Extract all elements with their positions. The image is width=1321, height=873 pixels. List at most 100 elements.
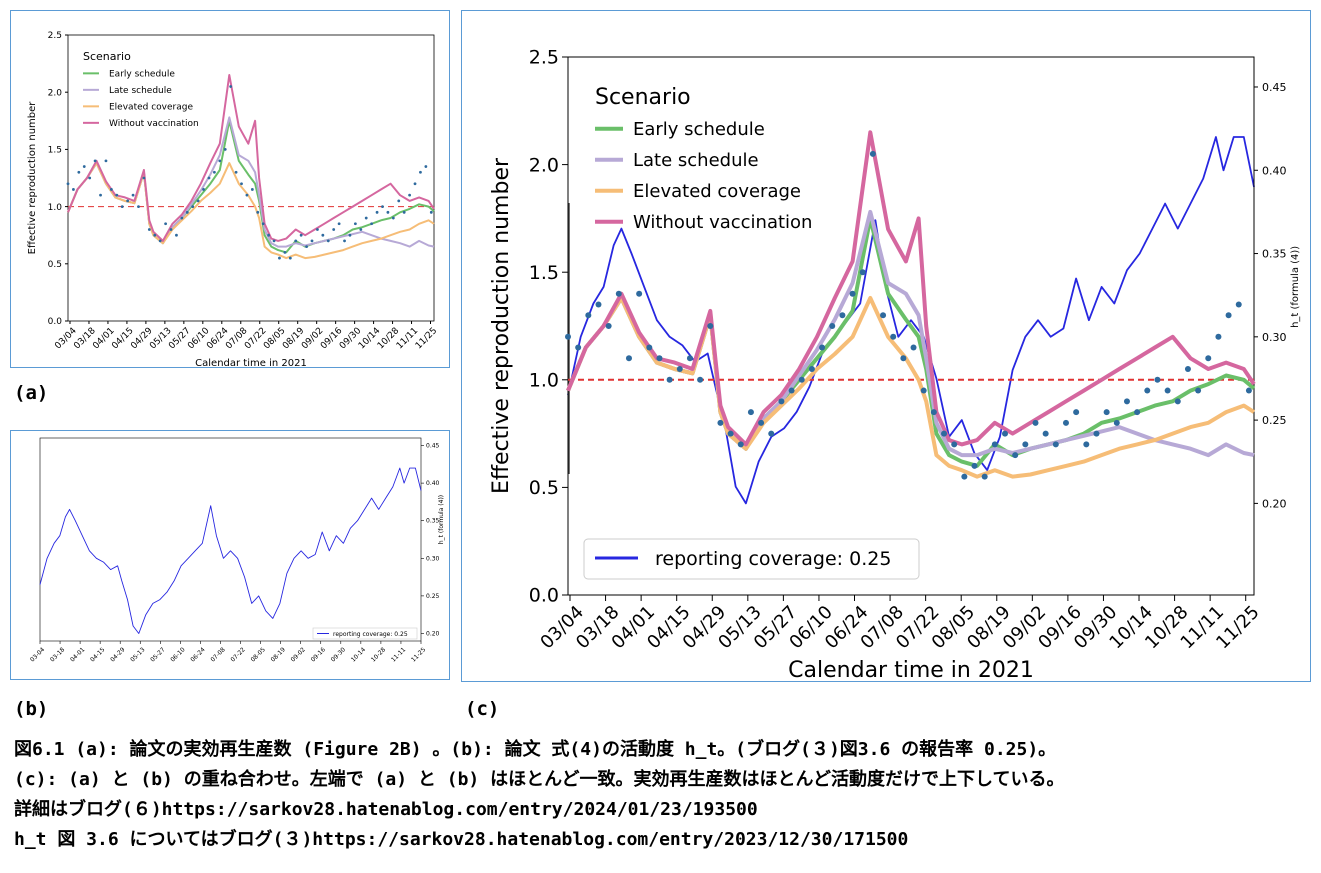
- scatter-point: [697, 377, 703, 383]
- legend-label: Elevated coverage: [633, 181, 801, 202]
- scatter-point: [240, 182, 243, 185]
- scatter-point: [1226, 312, 1232, 318]
- scatter-point: [1236, 301, 1242, 307]
- x-tick-label: 08-05: [250, 646, 267, 663]
- x-tick-label: 09-30: [330, 646, 347, 663]
- scatter-point: [143, 177, 146, 180]
- scatter-point: [424, 165, 427, 168]
- scatter-point: [343, 240, 346, 243]
- plot-frame: [40, 438, 421, 641]
- scatter-point: [262, 222, 265, 225]
- y-tick-label: 1.0: [529, 369, 559, 391]
- scatter-point: [1114, 420, 1120, 426]
- scatter-point: [677, 366, 683, 372]
- scatter-point: [992, 441, 998, 447]
- panel-a-label: (a): [14, 382, 48, 404]
- y-tick-label: 0.40: [426, 480, 440, 487]
- x-tick-label: 09-16: [310, 646, 327, 663]
- scatter-point: [819, 345, 825, 351]
- scatter-point: [381, 205, 384, 208]
- x-tick-label: 10-14: [350, 646, 367, 663]
- legend-label: Early schedule: [109, 70, 175, 80]
- y-tick-label-right: 0.20: [1262, 497, 1287, 510]
- scatter-point: [900, 355, 906, 361]
- scatter-point: [911, 345, 917, 351]
- legend2-label: reporting coverage: 0.25: [655, 548, 891, 570]
- scatter-point: [300, 234, 303, 237]
- scatter-point: [365, 217, 368, 220]
- legend-label: Early schedule: [633, 119, 765, 140]
- scatter-point: [636, 291, 642, 297]
- scatter-point: [137, 205, 140, 208]
- legend-title: Scenario: [83, 50, 131, 63]
- scatter-point: [191, 205, 194, 208]
- scatter-point: [626, 355, 632, 361]
- scatter-point: [1012, 452, 1018, 458]
- scatter-point: [148, 228, 151, 231]
- scatter-point: [1185, 366, 1191, 372]
- scatter-point: [1165, 388, 1171, 394]
- scatter-point: [646, 345, 652, 351]
- scatter-point: [294, 240, 297, 243]
- scatter-point: [687, 355, 693, 361]
- scatter-point: [585, 312, 591, 318]
- caption-line: 図6.1 (a): 論文の実効再生産数 (Figure 2B) 。(b): 論文…: [14, 735, 1314, 765]
- scatter-point: [931, 409, 937, 415]
- chart-c: 0.00.51.01.52.02.503/0403/1804/0104/1504…: [462, 11, 1310, 681]
- scatter-point: [213, 171, 216, 174]
- scatter-point: [376, 211, 379, 214]
- scatter-point: [121, 205, 124, 208]
- scatter-point: [305, 245, 308, 248]
- scatter-point: [758, 420, 764, 426]
- scatter-point: [408, 194, 411, 197]
- scatter-point: [370, 222, 373, 225]
- series-line-early-schedule: [68, 121, 434, 253]
- ht-series-line: [40, 468, 421, 633]
- scatter-point: [738, 441, 744, 447]
- scatter-point: [656, 355, 662, 361]
- scatter-point: [88, 177, 91, 180]
- scatter-point: [321, 234, 324, 237]
- x-tick-label: 09-02: [290, 646, 307, 663]
- x-tick-label: 11/25: [414, 326, 439, 351]
- scatter-point: [1002, 431, 1008, 437]
- scatter-point: [1043, 431, 1049, 437]
- scatter-point: [1093, 431, 1099, 437]
- scatter-point: [860, 269, 866, 275]
- y-tick-label-right: 0.35: [1262, 248, 1287, 261]
- scatter-point: [707, 323, 713, 329]
- x-axis-label: Calendar time in 2021: [195, 358, 307, 367]
- scatter-point: [728, 431, 734, 437]
- scatter-point: [1063, 420, 1069, 426]
- y-tick-label: 2.0: [48, 88, 63, 98]
- legend-label: Elevated coverage: [109, 103, 193, 113]
- panel-b-label: (b): [14, 698, 48, 720]
- y-tick-label: 0.5: [48, 260, 62, 270]
- x-tick-label: 11-11: [390, 646, 407, 663]
- scatter-point: [1032, 420, 1038, 426]
- y-axis-label-right: h_t (formula (4)): [1290, 246, 1301, 328]
- x-tick-label: 08-19: [270, 646, 287, 663]
- legend-label: Late schedule: [109, 86, 172, 96]
- y-axis-label-right: h_t (formula (4)): [438, 495, 445, 544]
- scatter-point: [289, 257, 292, 260]
- x-tick-label: 06-24: [189, 646, 206, 663]
- scatter-point: [606, 323, 612, 329]
- scatter-point: [175, 234, 178, 237]
- series-line-without-vaccination: [568, 132, 1254, 444]
- y-tick-label: 1.5: [48, 146, 62, 156]
- scatter-point: [159, 240, 162, 243]
- scatter-point: [789, 388, 795, 394]
- legend-label: Without vaccination: [633, 212, 812, 233]
- scatter-point: [392, 217, 395, 220]
- y-tick-label: 0.30: [426, 555, 440, 562]
- scatter-point: [890, 334, 896, 340]
- legend-label: reporting coverage: 0.25: [333, 631, 408, 638]
- x-tick-label: 10-28: [370, 646, 387, 663]
- scatter-point: [941, 431, 947, 437]
- scatter-point: [72, 188, 75, 191]
- x-tick-label: 04-15: [89, 646, 106, 663]
- scatter-point: [809, 366, 815, 372]
- scatter-point: [256, 211, 259, 214]
- scatter-point: [94, 159, 97, 162]
